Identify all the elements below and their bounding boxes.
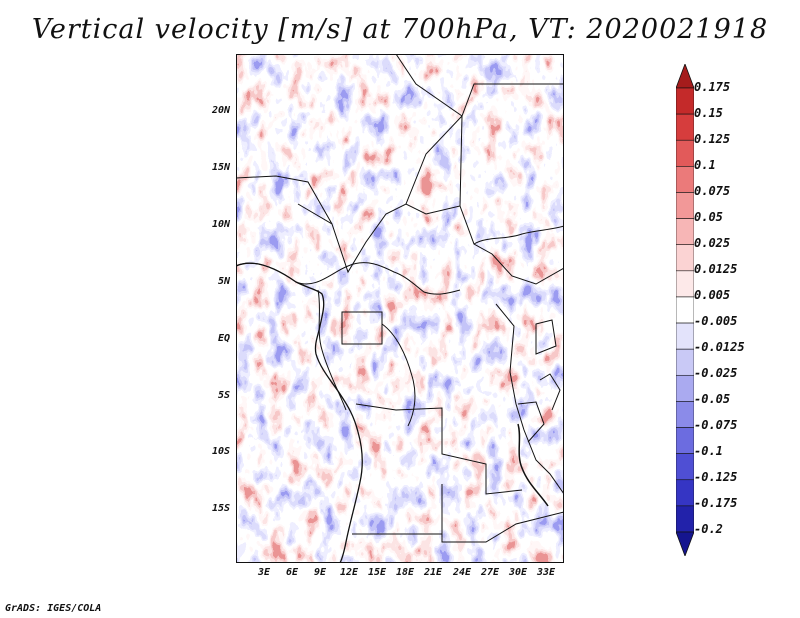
lon-label-9e: 9E xyxy=(313,567,327,578)
lat-label-20n: 20N xyxy=(211,105,230,116)
colorbar-label: 0.025 xyxy=(694,236,731,250)
colorbar-swatch xyxy=(675,505,695,533)
lat-label-10s: 10S xyxy=(211,446,230,457)
lon-label-18e: 18E xyxy=(395,567,415,578)
lon-label-27e: 27E xyxy=(480,567,500,578)
lon-label-15e: 15E xyxy=(367,567,387,578)
colorbar-swatch xyxy=(675,322,695,350)
colorbar-label: 0.05 xyxy=(694,210,723,224)
colorbar-swatch xyxy=(675,296,695,324)
map-title: Vertical velocity [m/s] at 700hPa, VT: 2… xyxy=(31,14,769,45)
colorbar xyxy=(675,62,695,558)
colorbar-label: -0.075 xyxy=(694,418,738,432)
lon-label-6e: 6E xyxy=(285,567,299,578)
colorbar-swatch xyxy=(675,113,695,141)
colorbar-label: -0.2 xyxy=(694,522,723,536)
colorbar-swatch xyxy=(675,192,695,219)
colorbar-label: -0.1 xyxy=(694,444,723,458)
lon-label-24e: 24E xyxy=(452,567,472,578)
colorbar-swatch xyxy=(675,374,695,402)
lon-label-12e: 12E xyxy=(339,567,359,578)
lat-label-5n: 5N xyxy=(217,276,230,287)
colorbar-label: -0.005 xyxy=(694,314,738,328)
colorbar-label: -0.175 xyxy=(694,496,738,510)
lon-label-3e: 3E xyxy=(257,567,271,578)
grads-credit: GrADS: IGES/COLA xyxy=(5,603,102,614)
colorbar-swatch xyxy=(675,87,695,115)
colorbar-label: 0.15 xyxy=(694,106,723,120)
vertical-velocity-map xyxy=(236,54,564,563)
colorbar-swatch xyxy=(675,348,695,376)
colorbar-label: 0.075 xyxy=(694,184,731,198)
colorbar-swatch xyxy=(675,139,695,167)
lat-label-5s: 5S xyxy=(217,390,230,401)
velocity-field xyxy=(236,54,564,563)
colorbar-swatch xyxy=(675,270,695,298)
colorbar-swatch xyxy=(675,166,695,193)
colorbar-swatch xyxy=(675,244,695,272)
lat-label-10n: 10N xyxy=(211,219,230,230)
colorbar-label: -0.025 xyxy=(694,366,738,380)
lat-label-eq: EQ xyxy=(217,333,230,344)
colorbar-label: 0.175 xyxy=(694,80,731,94)
colorbar-bottom-triangle xyxy=(675,531,695,558)
map-frame xyxy=(236,54,564,563)
colorbar-swatch xyxy=(675,427,695,454)
lon-label-21e: 21E xyxy=(423,567,443,578)
colorbar-swatch xyxy=(675,479,695,507)
colorbar-label: 0.1 xyxy=(694,158,716,172)
lat-label-15n: 15N xyxy=(211,162,230,173)
lon-label-33e: 33E xyxy=(536,567,556,578)
colorbar-label: -0.0125 xyxy=(694,340,745,354)
colorbar-swatch xyxy=(675,453,695,481)
colorbar-swatch xyxy=(675,218,695,246)
colorbar-label: 0.125 xyxy=(694,132,731,146)
colorbar-swatch xyxy=(675,401,695,428)
lat-label-15s: 15S xyxy=(211,503,230,514)
colorbar-label: -0.125 xyxy=(694,470,738,484)
country-borders xyxy=(236,54,564,543)
coastline xyxy=(236,262,549,563)
lon-label-30e: 30E xyxy=(508,567,528,578)
colorbar-label: 0.005 xyxy=(694,288,731,302)
colorbar-label: -0.05 xyxy=(694,392,731,406)
colorbar-top-triangle xyxy=(675,62,695,89)
colorbar-label: 0.0125 xyxy=(694,262,738,276)
